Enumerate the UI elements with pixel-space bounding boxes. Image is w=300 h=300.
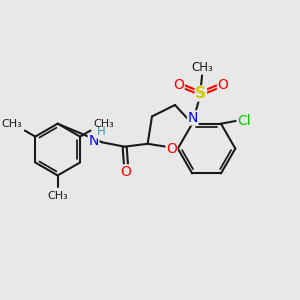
Text: Cl: Cl (237, 114, 251, 128)
Text: O: O (218, 78, 228, 92)
Text: N: N (88, 134, 99, 148)
Text: N: N (188, 111, 198, 125)
Text: O: O (173, 78, 184, 92)
Text: CH₃: CH₃ (191, 61, 213, 74)
Text: CH₃: CH₃ (1, 119, 22, 129)
Text: CH₃: CH₃ (47, 191, 68, 201)
Text: S: S (195, 86, 206, 101)
Text: H: H (96, 125, 105, 138)
Text: CH₃: CH₃ (94, 119, 114, 129)
Text: O: O (166, 142, 177, 156)
Text: O: O (121, 165, 131, 179)
